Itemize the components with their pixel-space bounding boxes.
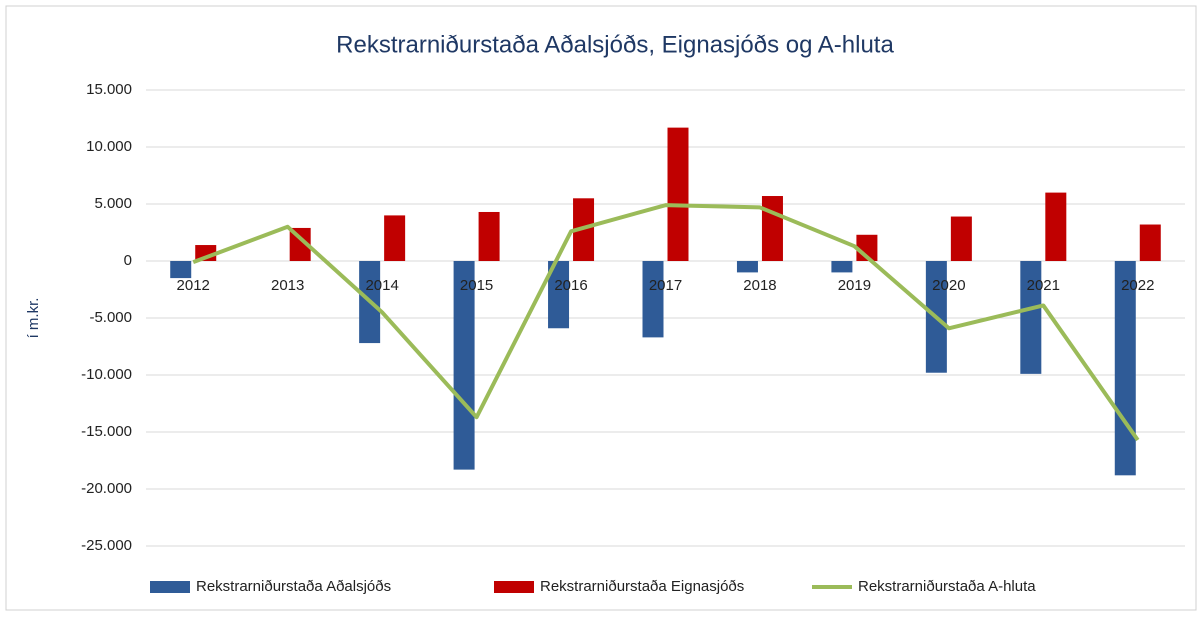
bar xyxy=(548,261,570,329)
y-tick-label: -5.000 xyxy=(89,309,132,326)
x-tick-label: 2015 xyxy=(460,277,493,294)
bar xyxy=(1114,261,1136,476)
chart-border xyxy=(5,5,1197,611)
legend-swatch xyxy=(150,581,190,593)
bar xyxy=(642,261,664,338)
x-tick-label: 2019 xyxy=(838,277,871,294)
bar xyxy=(667,127,689,262)
legend-swatch xyxy=(494,581,534,593)
y-tick-label: 5.000 xyxy=(94,195,132,212)
bar xyxy=(1139,224,1161,261)
x-tick-label: 2017 xyxy=(649,277,682,294)
bar xyxy=(453,261,475,470)
x-tick-label: 2020 xyxy=(932,277,965,294)
y-tick-label: 0 xyxy=(124,252,132,269)
legend-label: Rekstrarniðurstaða Eignasjóðs xyxy=(540,578,744,595)
bar xyxy=(478,211,500,261)
bar xyxy=(384,215,406,261)
bar xyxy=(831,261,853,273)
bar xyxy=(761,196,783,261)
legend-label: Rekstrarniðurstaða Aðalsjóðs xyxy=(196,578,391,595)
chart-title: Rekstrarniðurstaða Aðalsjóðs, Eignasjóðs… xyxy=(336,31,894,58)
y-tick-label: 15.000 xyxy=(86,81,132,98)
x-tick-label: 2013 xyxy=(271,277,304,294)
x-tick-label: 2021 xyxy=(1027,277,1060,294)
bar xyxy=(289,227,311,261)
y-tick-label: 10.000 xyxy=(86,138,132,155)
y-tick-label: -15.000 xyxy=(81,423,132,440)
bar xyxy=(170,261,192,279)
bar xyxy=(950,216,972,261)
x-tick-label: 2022 xyxy=(1121,277,1154,294)
bar xyxy=(736,261,758,273)
bar xyxy=(1045,192,1067,261)
bar xyxy=(1020,261,1042,374)
y-axis-label: í m.kr. xyxy=(25,298,42,339)
y-tick-label: -10.000 xyxy=(81,366,132,383)
y-tick-label: -25.000 xyxy=(81,537,132,554)
x-tick-label: 2018 xyxy=(743,277,776,294)
x-tick-label: 2016 xyxy=(554,277,587,294)
y-tick-label: -20.000 xyxy=(81,480,132,497)
legend-label: Rekstrarniðurstaða A-hluta xyxy=(858,578,1036,595)
x-tick-label: 2012 xyxy=(177,277,210,294)
x-tick-label: 2014 xyxy=(365,277,398,294)
line xyxy=(192,203,1140,442)
